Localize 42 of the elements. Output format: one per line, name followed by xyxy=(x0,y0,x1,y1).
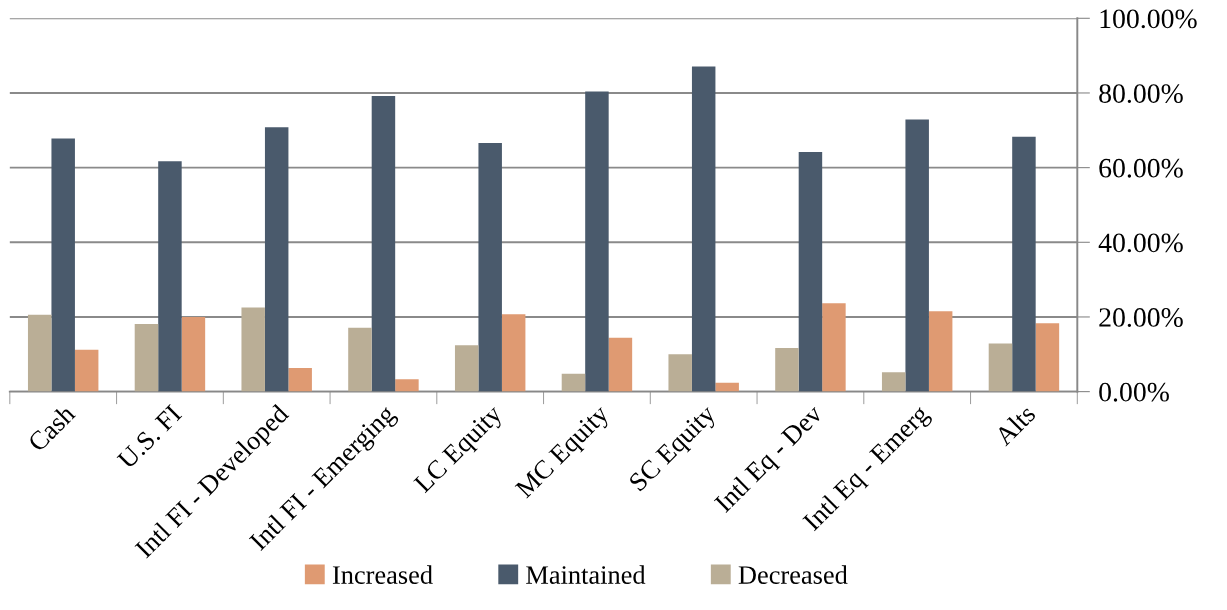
y-tick-label: 20.00% xyxy=(1099,308,1183,327)
bar xyxy=(822,303,846,392)
bar xyxy=(501,314,526,392)
bar xyxy=(395,379,419,392)
x-tick-label: Alts xyxy=(993,403,1037,447)
bar xyxy=(608,337,633,392)
y-tick-label: 60.00% xyxy=(1099,158,1183,178)
bar xyxy=(775,347,799,392)
bar xyxy=(798,151,823,392)
bar xyxy=(668,354,692,392)
bar xyxy=(715,382,739,392)
bar xyxy=(134,324,159,392)
bar xyxy=(264,127,289,392)
bar xyxy=(905,119,929,392)
bar xyxy=(881,372,906,392)
x-tick-label: Cash xyxy=(26,402,77,453)
bar xyxy=(561,373,586,392)
bar xyxy=(241,307,265,392)
bar xyxy=(27,314,52,392)
bar xyxy=(478,142,502,392)
bar xyxy=(988,343,1013,392)
bar xyxy=(181,316,206,392)
legend-label: Increased xyxy=(332,565,433,584)
y-tick-label: 100.00% xyxy=(1100,9,1197,29)
bar xyxy=(1012,136,1036,392)
bar xyxy=(288,368,312,392)
legend-label: Decreased xyxy=(738,565,848,584)
bar xyxy=(454,345,479,392)
bar xyxy=(348,327,372,392)
bar xyxy=(371,95,396,392)
bar xyxy=(1035,323,1060,392)
bar xyxy=(51,138,75,392)
legend-label: Maintained xyxy=(526,565,646,584)
bar xyxy=(585,91,609,392)
y-tick-label: 0.00% xyxy=(1099,382,1169,402)
bar xyxy=(928,311,953,392)
bar xyxy=(74,349,99,392)
y-tick-label: 40.00% xyxy=(1098,233,1183,253)
x-tick-label: U.S. FI xyxy=(116,403,183,470)
bar xyxy=(691,66,716,392)
bar xyxy=(158,161,182,392)
y-tick-label: 80.00% xyxy=(1099,84,1183,103)
